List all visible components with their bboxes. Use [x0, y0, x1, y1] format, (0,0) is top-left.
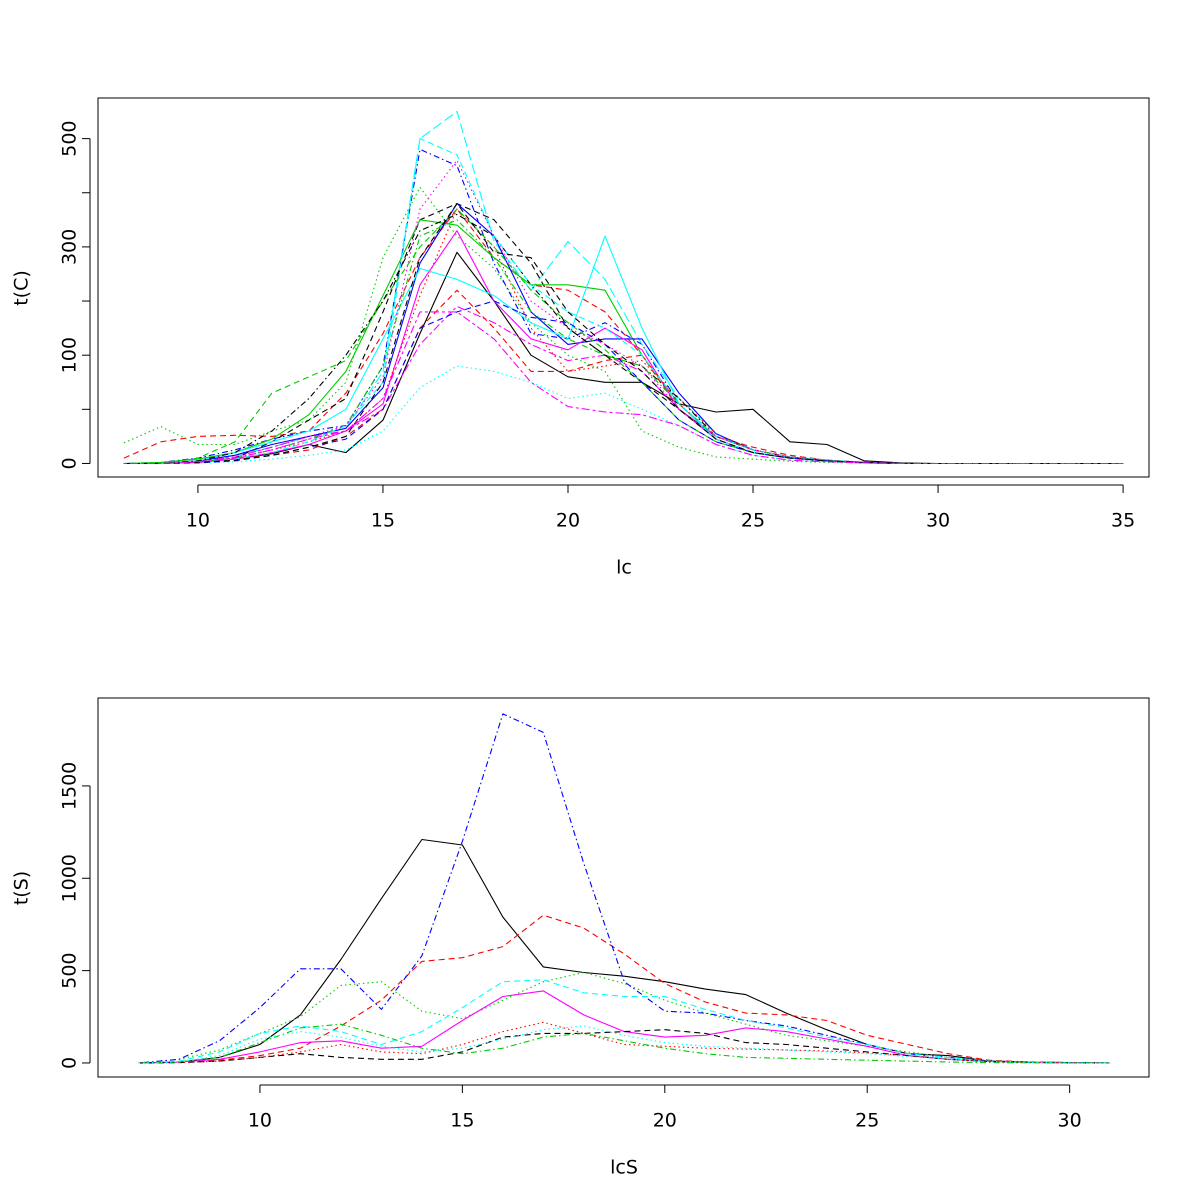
y-tick-label: 1500 [59, 762, 81, 810]
x-tick-label: 15 [371, 510, 395, 532]
series-line-4 [138, 713, 1111, 1064]
series-line-9 [138, 1023, 1111, 1064]
bottom-panel: 10 15 20 25 30 0 500 1000 1500 lcS t(S) [11, 697, 1150, 1179]
series-line-3 [123, 186, 1124, 465]
series-line-2 [123, 208, 1124, 465]
series-line-11 [123, 230, 1124, 465]
series-line-12 [123, 208, 1124, 465]
series-group [123, 110, 1124, 465]
series-line-6 [123, 305, 1124, 465]
x-axis-label: lcS [610, 1157, 638, 1179]
series-line-8 [138, 1021, 1111, 1064]
y-tick-label: 0 [59, 1057, 81, 1069]
series-line-21 [123, 203, 1124, 465]
y-tick-label: 300 [59, 229, 81, 265]
series-line-4 [123, 148, 1124, 465]
x-tick-label: 20 [556, 510, 580, 532]
y-tick-label: 500 [59, 952, 81, 988]
x-tick-label: 30 [1058, 1110, 1082, 1132]
series-line-13 [123, 208, 1124, 465]
series-line-3 [138, 971, 1111, 1064]
x-tick-label: 30 [926, 510, 950, 532]
series-line-9 [123, 365, 1124, 465]
plot-frame [97, 697, 1150, 1078]
x-tick-label: 25 [741, 510, 765, 532]
y-tick-label: 100 [59, 337, 81, 373]
series-line-1 [138, 838, 1111, 1064]
x-tick-label: 20 [653, 1110, 677, 1132]
series-line-19 [123, 138, 1124, 465]
x-tick-label: 25 [855, 1110, 879, 1132]
x-axis-label: lc [616, 557, 632, 579]
y-tick-label: 500 [59, 120, 81, 156]
x-tick-label: 35 [1111, 510, 1135, 532]
series-line-5 [123, 110, 1124, 465]
top-panel: 10 15 20 25 30 35 0 100 300 500 lc t(C) [11, 97, 1150, 579]
y-axis-label: t(C) [11, 270, 33, 306]
x-tick-label: 10 [186, 510, 210, 532]
plot-frame [97, 97, 1150, 478]
series-line-2 [138, 914, 1111, 1064]
x-tick-label: 10 [248, 1110, 272, 1132]
x-tick-label: 15 [450, 1110, 474, 1132]
y-tick-label: 0 [59, 457, 81, 469]
series-line-20 [123, 159, 1124, 465]
series-group [138, 713, 1111, 1064]
series-line-5 [138, 979, 1111, 1064]
y-tick-label: 1000 [59, 854, 81, 902]
y-axis-label: t(S) [11, 871, 33, 905]
series-line-10 [138, 1025, 1111, 1064]
series-line-18 [123, 300, 1124, 465]
